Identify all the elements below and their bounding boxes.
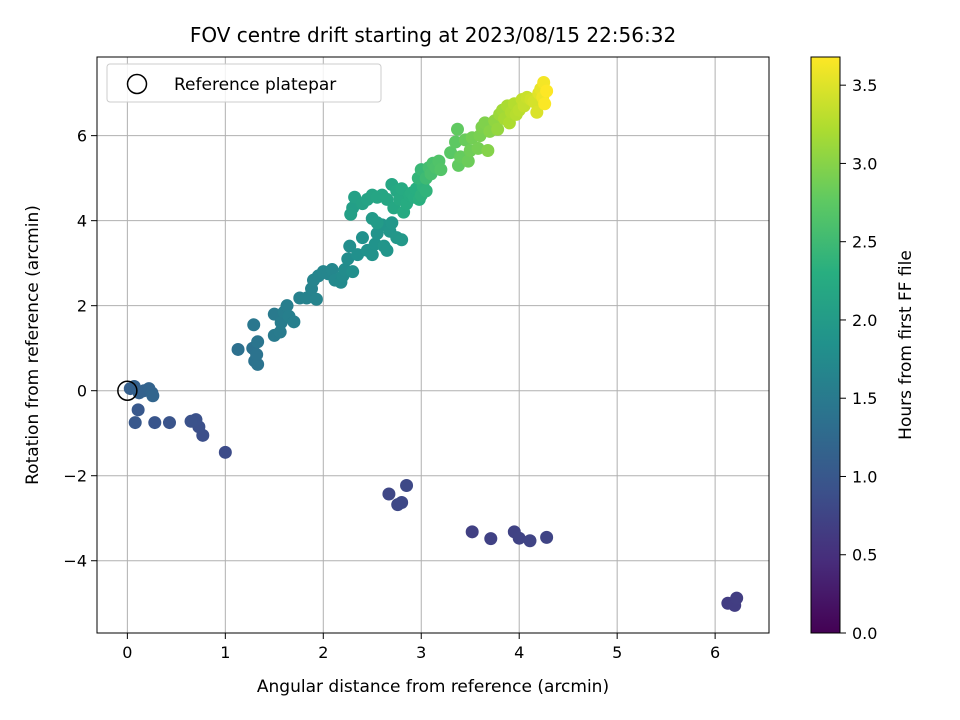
- data-point: [450, 122, 464, 136]
- x-tick-label: 5: [612, 643, 622, 662]
- data-point: [449, 135, 463, 149]
- x-tick-label: 3: [416, 643, 426, 662]
- data-point: [344, 207, 358, 221]
- x-tick-label: 4: [514, 643, 524, 662]
- x-tick-label: 2: [318, 643, 328, 662]
- x-axis-label: Angular distance from reference (arcmin): [257, 677, 609, 697]
- legend-marker: [126, 73, 148, 95]
- data-point: [540, 530, 554, 544]
- data-point: [162, 416, 176, 430]
- data-point: [400, 478, 414, 492]
- y-axis-label: Rotation from reference (arcmin): [23, 205, 43, 485]
- plot-frame: [96, 56, 770, 634]
- data-point: [128, 416, 142, 430]
- data-point: [273, 325, 287, 339]
- data-point: [231, 342, 245, 356]
- data-point: [346, 265, 360, 279]
- data-point: [380, 243, 394, 257]
- data-point: [523, 534, 537, 548]
- y-tick-label: 0: [77, 382, 87, 401]
- data-point: [481, 144, 495, 158]
- data-point: [484, 532, 498, 546]
- data-point: [287, 315, 301, 329]
- colorbar-tick-label: 0.5: [852, 546, 877, 565]
- data-point: [251, 335, 265, 349]
- colorbar-label: Hours from first FF file: [896, 250, 916, 440]
- x-tick-label: 0: [122, 643, 132, 662]
- data-point: [370, 216, 384, 230]
- data-point: [395, 233, 409, 247]
- data-point: [385, 216, 399, 230]
- data-point: [512, 531, 526, 545]
- data-point: [471, 141, 485, 155]
- colorbar-gradient: [810, 56, 841, 634]
- colorbar-tick-label: 3.5: [852, 76, 877, 95]
- data-point: [341, 252, 355, 266]
- y-tick-label: 6: [77, 127, 87, 146]
- data-point: [540, 84, 554, 98]
- data-point: [250, 348, 264, 362]
- x-tick-label: 6: [710, 643, 720, 662]
- colorbar-tick-label: 2.5: [852, 233, 877, 252]
- x-axis-ticks: 0 1 2 3 4 5 6: [122, 633, 720, 662]
- data-point: [434, 163, 448, 177]
- y-tick-label: −4: [63, 552, 87, 571]
- colorbar-ticks: 0.0 0.5 1.0 1.5 2.0 2.5 3.0 3.5: [840, 76, 877, 643]
- chart-title: FOV centre drift starting at 2023/08/15 …: [190, 23, 676, 47]
- data-point: [247, 318, 261, 332]
- data-point: [395, 495, 409, 509]
- data-point: [461, 154, 475, 168]
- y-axis-ticks: −4 −2 0 2 4 6: [63, 127, 97, 571]
- data-point: [325, 263, 339, 277]
- data-point: [465, 525, 479, 539]
- data-point: [530, 105, 544, 119]
- data-point: [131, 403, 145, 417]
- legend: Reference platepar: [106, 63, 382, 103]
- legend-entry-label: Reference platepar: [174, 75, 336, 95]
- y-tick-label: −2: [63, 467, 87, 486]
- reference-platepar-marker: [117, 380, 138, 401]
- data-point: [309, 292, 323, 306]
- data-point: [343, 239, 357, 253]
- colorbar-tick-label: 1.5: [852, 389, 877, 408]
- y-tick-label: 2: [77, 297, 87, 316]
- colorbar-tick-label: 1.0: [852, 467, 877, 486]
- y-tick-label: 4: [77, 212, 87, 231]
- data-point: [491, 122, 505, 136]
- data-point: [730, 591, 744, 605]
- data-point: [355, 231, 369, 245]
- data-point: [419, 184, 433, 198]
- legend-box: [106, 63, 382, 103]
- data-points: [117, 76, 744, 612]
- data-point: [184, 414, 198, 428]
- data-point: [251, 357, 265, 371]
- data-point: [365, 248, 379, 262]
- colorbar: 0.0 0.5 1.0 1.5 2.0 2.5 3.0 3.5 Hours from firs…: [810, 56, 916, 643]
- colorbar-tick-label: 0.0: [852, 624, 877, 643]
- colorbar-tick-label: 3.0: [852, 154, 877, 173]
- data-point: [538, 97, 552, 111]
- data-point: [444, 146, 458, 160]
- data-point: [148, 416, 162, 430]
- grid: [97, 57, 769, 633]
- data-point: [351, 248, 365, 262]
- data-point: [146, 389, 160, 403]
- data-point: [218, 445, 232, 459]
- x-tick-label: 1: [220, 643, 230, 662]
- colorbar-tick-label: 2.0: [852, 311, 877, 330]
- data-point: [280, 299, 294, 313]
- data-point: [382, 487, 396, 501]
